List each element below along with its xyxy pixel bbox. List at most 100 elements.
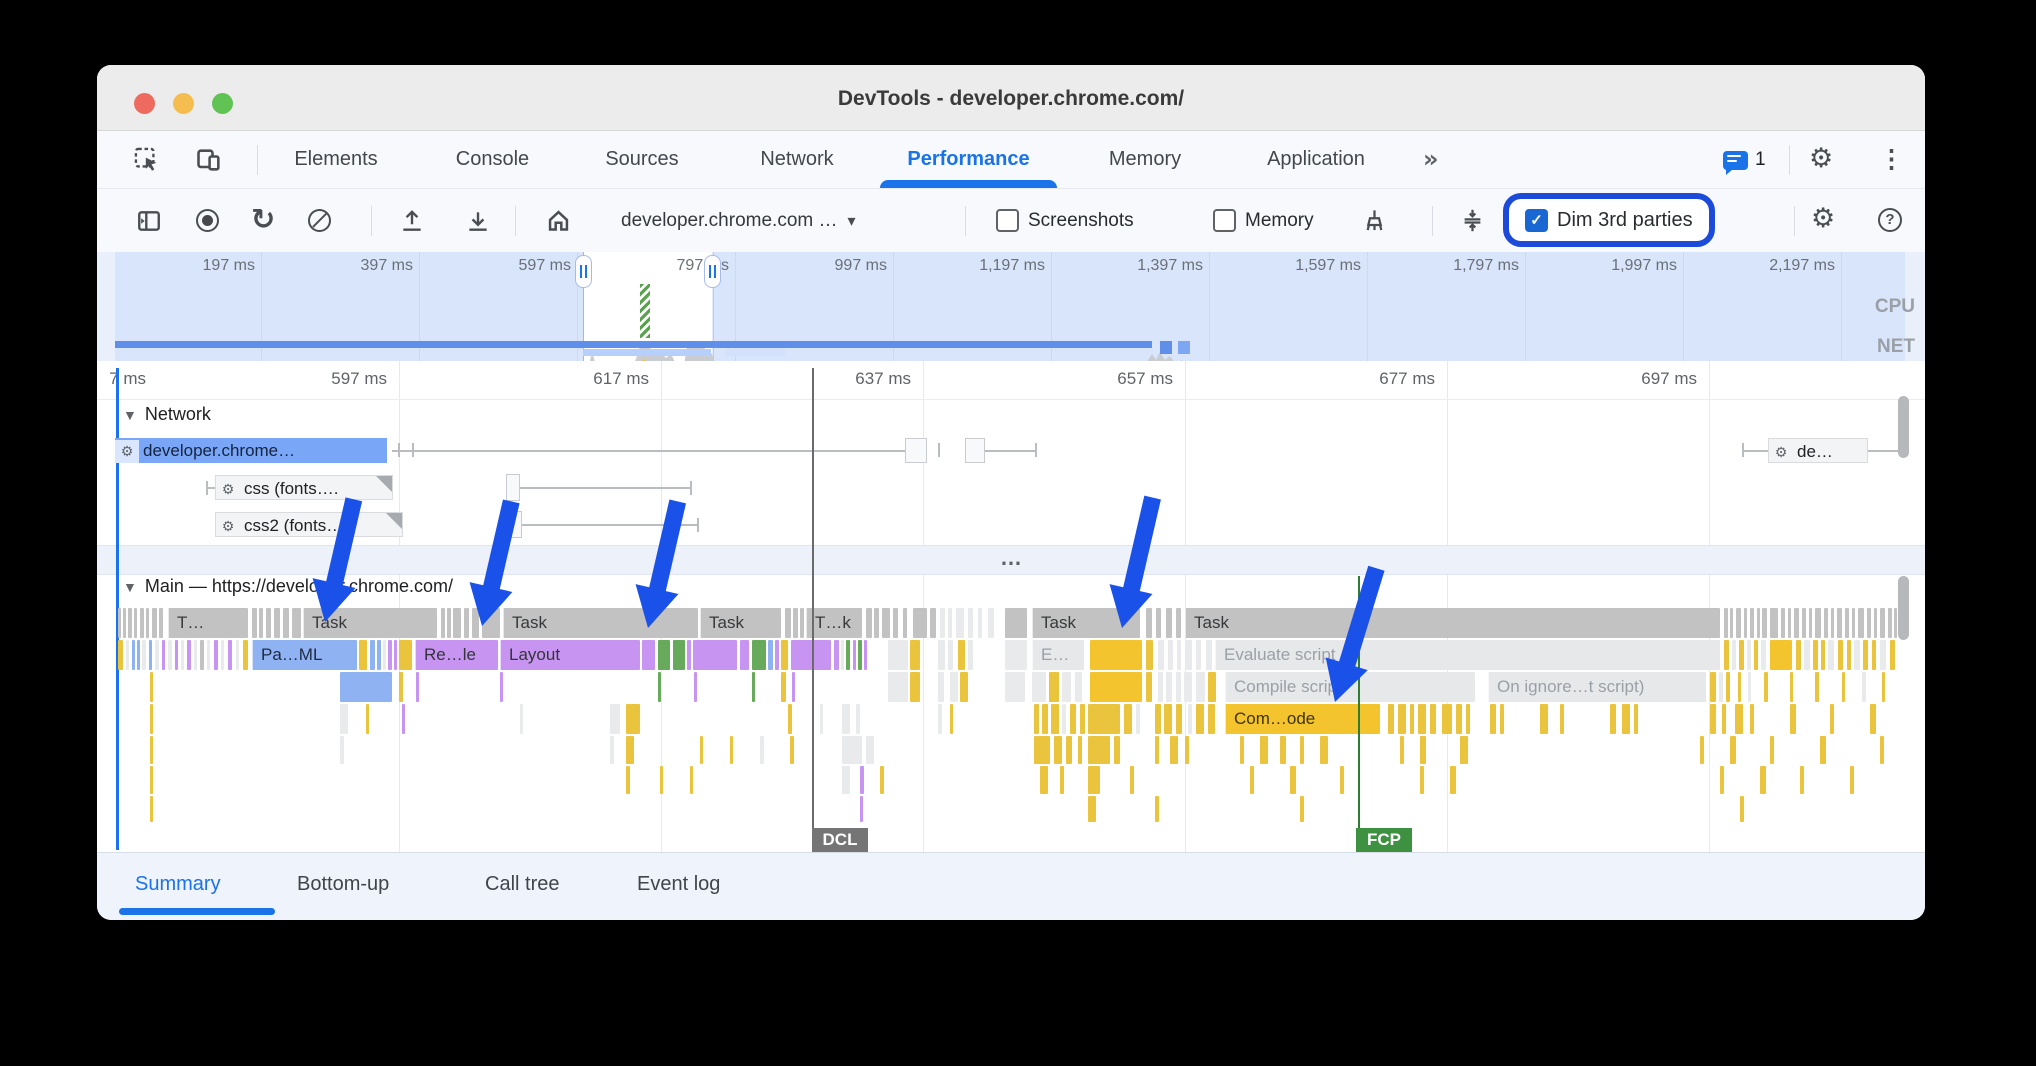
flame-bar[interactable]: T… xyxy=(168,608,248,638)
flame-sliver xyxy=(1726,672,1730,702)
flame-bar[interactable]: On ignore…t script) xyxy=(1488,672,1706,702)
flame-sliver xyxy=(1400,736,1404,764)
flame-bar[interactable]: Compile script xyxy=(1225,672,1475,702)
history-dropdown[interactable]: developer.chrome.com … ▾ xyxy=(621,189,856,252)
flame-bar[interactable]: Com…ode xyxy=(1225,704,1380,734)
flame-sliver xyxy=(860,766,864,794)
capture-settings-gear-icon[interactable]: ⚙ xyxy=(1811,203,1836,234)
flame-bar[interactable]: T…k xyxy=(806,608,862,638)
flame-sliver xyxy=(283,608,289,638)
collapse-triangle-icon[interactable]: ▼ xyxy=(123,579,137,595)
fcp-marker-badge[interactable]: FCP xyxy=(1356,828,1412,852)
flame-sliver xyxy=(903,608,907,638)
download-profile-icon[interactable] xyxy=(465,208,491,239)
flame-sliver xyxy=(940,608,945,638)
flame-sliver xyxy=(1196,672,1205,702)
network-request-bar[interactable]: ⚙ css2 (fonts…. xyxy=(215,512,403,537)
flame-sliver xyxy=(752,672,755,702)
window-titlebar: DevTools - developer.chrome.com/ xyxy=(97,65,1925,131)
home-icon[interactable] xyxy=(545,207,572,239)
help-icon[interactable]: ? xyxy=(1878,208,1902,232)
flame-sliver xyxy=(146,608,149,638)
flame-sliver xyxy=(1185,736,1189,764)
tab-memory[interactable]: Memory xyxy=(1108,148,1182,170)
flame-bar[interactable]: Layout xyxy=(500,640,640,670)
detail-gridline xyxy=(923,361,924,852)
dim-third-parties-callout[interactable]: ✓ Dim 3rd parties xyxy=(1503,193,1715,247)
flame-bar[interactable]: Task xyxy=(1032,608,1140,638)
collapse-tracks-icon[interactable] xyxy=(1459,207,1486,239)
bottom-tab-call-tree[interactable]: Call tree xyxy=(485,873,560,895)
selection-handle-right[interactable] xyxy=(704,255,721,288)
toggle-sidebar-icon[interactable] xyxy=(136,208,162,239)
flame-sliver xyxy=(1824,608,1828,638)
network-request-bar[interactable]: ⚙ developer.chrome… xyxy=(115,438,387,463)
network-request-bar[interactable]: ⚙ de… xyxy=(1768,438,1868,463)
memory-checkbox[interactable]: Memory xyxy=(1213,189,1314,252)
band-overflow-dots[interactable]: … xyxy=(1000,545,1024,570)
inspect-element-icon[interactable] xyxy=(133,146,161,179)
maximize-window-button[interactable] xyxy=(212,93,233,114)
bottom-tab-summary[interactable]: Summary xyxy=(135,873,221,895)
device-toolbar-icon[interactable] xyxy=(195,146,223,179)
timeline-overview[interactable]: 197 ms 397 ms 597 ms 797 ms 997 ms 1,197 ms 1,… xyxy=(97,252,1925,362)
tab-network[interactable]: Network xyxy=(760,148,834,170)
flame-bar[interactable]: Re…le xyxy=(415,640,498,670)
network-request-bar[interactable]: ⚙ css (fonts…. xyxy=(215,475,393,500)
detail-gridline xyxy=(1185,361,1186,852)
network-section-header[interactable]: ▼ Network xyxy=(123,404,211,425)
flame-bar[interactable]: Task xyxy=(1185,608,1720,638)
flame-bar[interactable]: Task xyxy=(700,608,781,638)
screenshots-checkbox[interactable]: Screenshots xyxy=(996,189,1134,252)
network-queue-box xyxy=(965,438,985,463)
collapse-triangle-icon[interactable]: ▼ xyxy=(123,407,137,423)
history-dropdown-value: developer.chrome.com … xyxy=(621,209,838,231)
main-section-header[interactable]: ▼ Main — https://developer.chrome.com/ xyxy=(123,576,453,597)
devtools-menu-dots-icon[interactable]: ⋮ xyxy=(1879,145,1904,173)
upload-profile-icon[interactable] xyxy=(399,208,425,239)
minimize-window-button[interactable] xyxy=(173,93,194,114)
flame-sliver xyxy=(1164,704,1172,734)
flame-sliver xyxy=(149,640,152,670)
record-icon[interactable] xyxy=(196,209,219,232)
flame-sliver xyxy=(626,766,630,794)
arrow-shaft xyxy=(481,499,520,593)
dcl-marker-badge[interactable]: DCL xyxy=(812,828,868,852)
collect-garbage-icon[interactable] xyxy=(1361,207,1388,239)
tab-application[interactable]: Application xyxy=(1267,148,1365,170)
flame-sliver xyxy=(1847,640,1851,670)
flame-bar[interactable]: Task xyxy=(503,608,698,638)
bottom-tab-bottom-up[interactable]: Bottom-up xyxy=(297,873,390,895)
flame-bar[interactable]: Pa…ML xyxy=(252,640,357,670)
tab-console[interactable]: Console xyxy=(455,148,530,170)
flame-sliver xyxy=(137,640,140,670)
tab-performance[interactable]: Performance xyxy=(907,148,1030,170)
flame-bar[interactable]: Evaluate script xyxy=(1215,640,1720,670)
clear-recording-icon[interactable] xyxy=(308,209,331,232)
more-tabs-chevron-icon[interactable]: » xyxy=(1423,145,1439,173)
scrollbar-thumb[interactable] xyxy=(1898,396,1909,458)
flame-sliver xyxy=(610,736,614,764)
network-whisker-line xyxy=(1868,450,1902,452)
flame-bar[interactable]: E… xyxy=(1032,640,1084,670)
close-window-button[interactable] xyxy=(134,93,155,114)
bottom-tab-event-log[interactable]: Event log xyxy=(637,873,721,895)
devtools-settings-gear-icon[interactable]: ⚙ xyxy=(1809,143,1834,174)
flame-sliver xyxy=(853,640,856,670)
flame-sliver xyxy=(1088,796,1096,822)
overview-gridline xyxy=(735,252,736,361)
dim-third-parties-checkbox[interactable]: ✓ xyxy=(1525,208,1548,232)
flame-bar[interactable]: Task xyxy=(303,608,437,638)
flame-sliver xyxy=(1761,640,1766,670)
reload-and-record-icon[interactable]: ↻ xyxy=(251,202,276,236)
tab-elements[interactable]: Elements xyxy=(294,148,378,170)
flame-sliver xyxy=(140,608,144,638)
issues-counter[interactable]: 1 xyxy=(1723,149,1766,175)
bottom-tabbar: Summary Bottom-up Call tree Event log xyxy=(97,852,1925,920)
scrollbar-thumb[interactable] xyxy=(1898,576,1909,640)
tab-sources[interactable]: Sources xyxy=(605,148,679,170)
selection-handle-left[interactable] xyxy=(575,255,592,288)
flame-sliver xyxy=(1770,640,1792,670)
network-request-label: de… xyxy=(1797,442,1833,461)
